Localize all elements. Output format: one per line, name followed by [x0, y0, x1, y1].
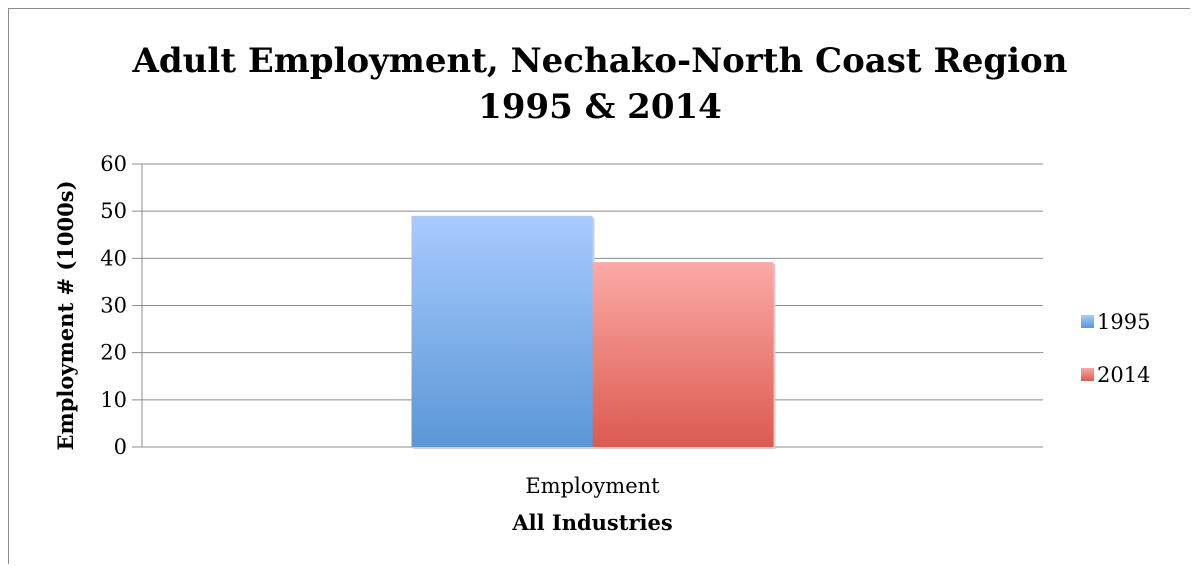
- bar-2014: [592, 262, 774, 447]
- chart-title: Adult Employment, Nechako-North Coast Re…: [0, 38, 1200, 130]
- y-tick-label-10: 10: [100, 388, 127, 412]
- y-tick-label-60: 60: [100, 152, 127, 176]
- legend-label-1995: 1995: [1097, 310, 1150, 334]
- bar-1995: [411, 215, 593, 447]
- y-tick-label-50: 50: [100, 199, 127, 223]
- y-tick-label-20: 20: [100, 341, 127, 365]
- legend-label-2014: 2014: [1097, 363, 1150, 387]
- x-axis-title: All Industries: [511, 510, 672, 535]
- legend-swatch-2014: [1081, 368, 1094, 381]
- y-tick-label-40: 40: [100, 246, 127, 270]
- legend: 1995 2014: [1081, 310, 1150, 387]
- legend-swatch-1995: [1081, 315, 1094, 328]
- chart-frame: [8, 8, 1190, 564]
- y-tick-label-30: 30: [100, 294, 127, 318]
- chart-title-line-1: Adult Employment, Nechako-North Coast Re…: [132, 41, 1068, 81]
- y-tick-label-0: 0: [114, 435, 127, 459]
- x-category-label: Employment: [525, 474, 660, 498]
- chart-title-line-2: 1995 & 2014: [478, 87, 722, 127]
- y-axis-title: Employment # (1000s): [53, 180, 78, 450]
